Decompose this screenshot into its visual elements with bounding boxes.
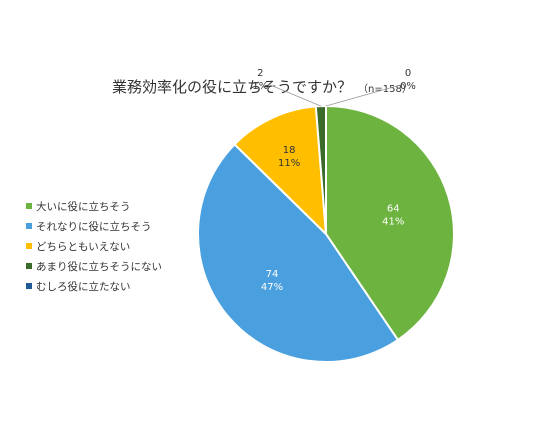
data-label-value-3: 18 [283, 145, 296, 156]
data-label-value-1: 64 [387, 203, 400, 214]
legend-item: あまり役に立ちそうにない [26, 256, 162, 276]
leader-line-4 [268, 83, 322, 107]
legend: 大いに役に立ちそうそれなりに役に立ちそう どちらともいえないあまり役に立ちそうにな… [26, 196, 162, 296]
legend-label: どちらともいえない [36, 240, 131, 253]
pie-slice-3 [233, 105, 328, 237]
legend-label: それなりに役に立ちそう [36, 220, 152, 233]
data-label-value-4: 2 [257, 68, 263, 79]
legend-label: 大いに役に立ちそう [36, 200, 131, 213]
pie-slice-2 [197, 142, 400, 363]
leader-line-5 [325, 83, 405, 107]
legend-label: あまり役に立ちそうにない [36, 260, 162, 273]
legend-swatch [26, 283, 32, 289]
legend-item: 大いに役に立ちそう [26, 196, 162, 216]
legend-item: どちらともいえない [26, 236, 162, 256]
data-label-percent-2: 47% [261, 282, 283, 293]
legend-item: それなりに役に立ちそう [26, 216, 162, 236]
data-label-percent-4: 1% [252, 81, 268, 92]
data-label-percent-3: 11% [278, 158, 300, 169]
legend-label: むしろ役に立たない [36, 280, 131, 293]
legend-swatch [26, 263, 32, 269]
pie-slice-1 [325, 104, 455, 342]
data-label-value-5: 0 [405, 68, 411, 79]
chart-title: 業務効率化の役に立ちそうですか？ [112, 78, 353, 96]
data-label-value-2: 74 [266, 269, 279, 280]
data-label-percent-5: 0% [400, 81, 416, 92]
legend-swatch [26, 243, 32, 249]
legend-swatch [26, 203, 32, 209]
legend-swatch [26, 223, 32, 229]
legend-item: むしろ役に立たない [26, 276, 162, 296]
data-label-percent-1: 41% [382, 216, 404, 227]
